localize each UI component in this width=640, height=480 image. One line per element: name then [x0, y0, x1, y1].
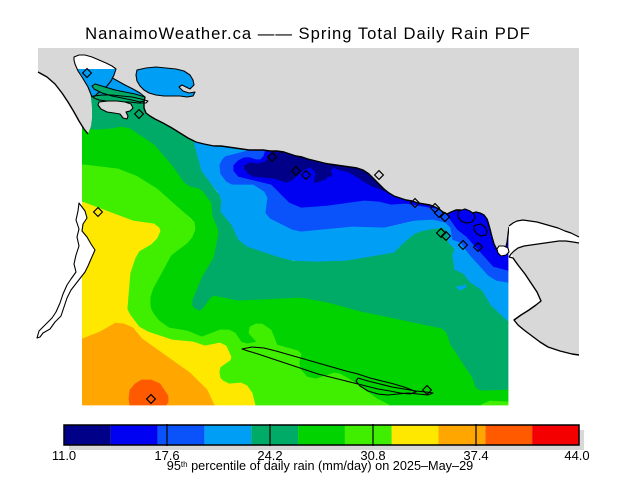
svg-text:44.0: 44.0	[564, 448, 589, 463]
svg-text:37.4: 37.4	[463, 448, 488, 463]
svg-text:24.2: 24.2	[257, 448, 282, 463]
svg-text:30.8: 30.8	[360, 448, 385, 463]
svg-text:95th percentile of daily rain: 95th percentile of daily rain (mm/day) o…	[167, 459, 473, 473]
svg-text:17.6: 17.6	[154, 448, 179, 463]
svg-text:NanaimoWeather.ca —— Spring To: NanaimoWeather.ca —— Spring Total Daily …	[85, 24, 531, 43]
svg-text:11.0: 11.0	[52, 448, 76, 463]
